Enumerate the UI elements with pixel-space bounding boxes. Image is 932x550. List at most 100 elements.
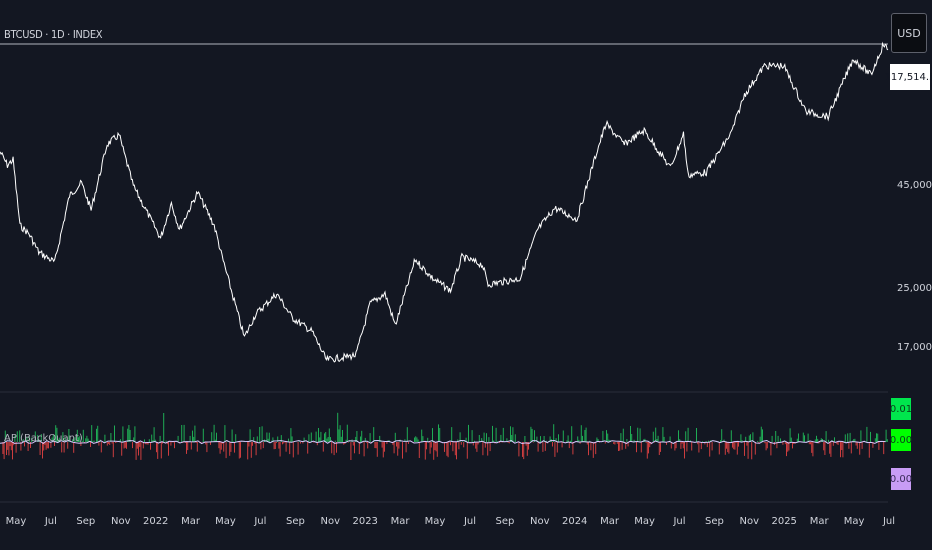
histogram-bar — [276, 442, 277, 443]
histogram-bar — [220, 442, 222, 450]
histogram-bar — [187, 442, 189, 451]
histogram-bar — [154, 439, 156, 442]
histogram-bar — [702, 441, 703, 442]
histogram-bar — [477, 442, 479, 445]
histogram-bar — [404, 439, 406, 442]
histogram-bar — [782, 442, 784, 445]
histogram-bar — [618, 442, 619, 451]
histogram-bar — [666, 442, 667, 445]
histogram-bar — [808, 442, 810, 445]
histogram-bar — [196, 442, 198, 452]
histogram-bar — [182, 442, 184, 443]
histogram-bar — [681, 442, 683, 444]
histogram-bar — [757, 440, 759, 442]
histogram-bar — [250, 442, 252, 458]
histogram-bar — [804, 435, 805, 442]
histogram-bar — [142, 442, 144, 449]
histogram-bar — [27, 442, 29, 451]
histogram-bar — [247, 442, 249, 460]
histogram-bar — [636, 442, 637, 453]
y-tick-label: 17,000.00 — [897, 342, 932, 353]
histogram-bar — [607, 433, 609, 442]
histogram-bar — [764, 442, 766, 444]
histogram-bar — [622, 428, 624, 442]
histogram-bar — [67, 442, 69, 449]
histogram-bar — [127, 428, 129, 442]
histogram-bar — [73, 442, 75, 453]
histogram-bar — [669, 436, 671, 442]
histogram-bar — [860, 430, 862, 442]
histogram-bar — [658, 442, 660, 455]
histogram-bar — [360, 436, 361, 442]
symbol-header: BTCUSD · 1D · INDEX — [4, 28, 103, 41]
histogram-bar — [40, 434, 42, 442]
x-tick-label: Sep — [495, 516, 514, 527]
histogram-bar — [451, 427, 453, 442]
histogram-bar — [501, 442, 503, 443]
x-tick-label: 2022 — [143, 516, 168, 527]
histogram-bar — [375, 442, 377, 449]
histogram-bar — [93, 440, 95, 442]
histogram-bar — [723, 439, 725, 442]
histogram-bar — [224, 425, 226, 442]
histogram-bar — [735, 442, 737, 443]
histogram-bar — [54, 442, 55, 446]
histogram-bar — [57, 439, 59, 442]
histogram-bar — [537, 442, 539, 452]
histogram-bar — [284, 442, 286, 443]
histogram-bar — [691, 442, 693, 451]
histogram-bar — [277, 436, 279, 442]
histogram-bar — [16, 431, 18, 442]
histogram-bar — [231, 429, 233, 442]
histogram-bar — [397, 442, 399, 456]
histogram-bar — [619, 442, 621, 451]
histogram-bar — [750, 434, 751, 442]
histogram-bar — [381, 442, 383, 448]
histogram-bar — [816, 435, 817, 442]
histogram-bar — [823, 442, 825, 451]
histogram-bar — [522, 442, 523, 457]
histogram-bar — [630, 426, 631, 442]
histogram-bar — [511, 435, 513, 442]
histogram-bar — [325, 432, 327, 442]
histogram-bar — [430, 442, 432, 448]
histogram-bar — [718, 442, 720, 455]
histogram-bar — [766, 442, 768, 449]
histogram-bar — [758, 442, 760, 444]
histogram-bar — [9, 442, 11, 447]
x-tick-label: May — [6, 516, 27, 527]
histogram-bar — [315, 431, 317, 442]
histogram-bar — [14, 435, 16, 442]
histogram-bar — [727, 442, 729, 453]
currency-button[interactable]: USD — [891, 13, 927, 53]
histogram-bar — [128, 425, 130, 442]
histogram-bar — [259, 427, 261, 442]
histogram-bar — [144, 439, 145, 442]
histogram-bar — [705, 441, 707, 442]
histogram-bar — [474, 440, 475, 442]
histogram-bar — [817, 438, 819, 442]
histogram-bar — [428, 442, 430, 443]
histogram-bar — [189, 435, 191, 442]
histogram-bar — [872, 442, 874, 448]
histogram-bar — [216, 432, 217, 442]
histogram-bar — [326, 438, 328, 442]
histogram-bar — [426, 442, 427, 450]
histogram-bar — [358, 442, 360, 455]
histogram-bar — [532, 442, 534, 443]
histogram-bar — [148, 439, 150, 442]
histogram-bar — [75, 441, 77, 442]
histogram-bar — [87, 438, 89, 442]
histogram-bar — [682, 442, 684, 449]
x-tick-label: May — [215, 516, 236, 527]
histogram-bar — [796, 438, 798, 442]
histogram-bar — [555, 438, 557, 442]
histogram-bar — [248, 442, 250, 447]
histogram-bar — [855, 442, 857, 446]
x-tick-label: Nov — [111, 516, 131, 527]
histogram-bar — [652, 431, 654, 442]
histogram-bar — [775, 431, 777, 442]
histogram-bar — [708, 440, 709, 442]
histogram-bar — [850, 442, 852, 454]
